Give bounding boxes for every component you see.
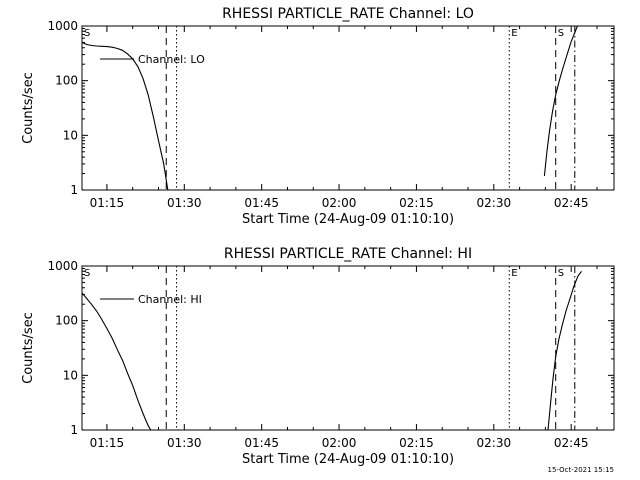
legend-label: Channel: HI <box>138 293 202 306</box>
series-line <box>81 42 169 191</box>
series-line <box>547 270 582 431</box>
x-tick-label: 02:00 <box>322 196 357 210</box>
y-tick-label: 100 <box>55 314 78 328</box>
legend-label: Channel: LO <box>138 53 205 66</box>
x-tick-label: 01:45 <box>244 436 279 450</box>
y-tick-label: 1 <box>70 183 78 197</box>
x-tick-label: 02:45 <box>554 436 589 450</box>
x-tick-label: 01:30 <box>167 436 202 450</box>
event-marker-label: S <box>558 28 564 39</box>
chart-panel-hi: RHESSI PARTICLE_RATE Channel: HI 01:15 01:… <box>21 246 615 467</box>
x-tick-label: 01:15 <box>90 436 125 450</box>
y-tick-label: 1000 <box>47 19 78 33</box>
event-marker-label: S <box>84 268 90 279</box>
y-axis-label: Counts/sec <box>21 312 36 384</box>
plot-frame <box>81 25 615 191</box>
x-tick-label: 02:15 <box>399 196 434 210</box>
x-tick-label: 02:00 <box>322 436 357 450</box>
x-axis-label: Start Time (24-Aug-09 01:10:10) <box>242 212 454 227</box>
series-line <box>543 25 578 177</box>
y-tick-label: 1000 <box>47 259 78 273</box>
x-tick-label: 01:45 <box>244 196 279 210</box>
x-tick-label: 02:15 <box>399 436 434 450</box>
footer-timestamp: 15-Oct-2021 15:15 <box>548 466 614 474</box>
event-marker-label: E <box>511 268 517 279</box>
x-tick-label: 02:30 <box>477 196 512 210</box>
x-tick-label: 02:30 <box>477 436 512 450</box>
x-tick-label: 01:15 <box>90 196 125 210</box>
plot-frame <box>81 265 615 431</box>
x-axis-label: Start Time (24-Aug-09 01:10:10) <box>242 452 454 467</box>
event-marker-label: S <box>84 28 90 39</box>
y-axis-label: Counts/sec <box>21 72 36 144</box>
chart-title: RHESSI PARTICLE_RATE Channel: LO <box>222 6 474 22</box>
event-marker-label: E <box>511 28 517 39</box>
y-tick-label: 1 <box>70 423 78 437</box>
chart-panel-lo: RHESSI PARTICLE_RATE Channel: LO 01:15 01:… <box>21 6 615 227</box>
event-marker-label: S <box>558 268 564 279</box>
x-tick-label: 02:45 <box>554 196 589 210</box>
y-tick-label: 10 <box>63 128 78 142</box>
chart-title: RHESSI PARTICLE_RATE Channel: HI <box>224 246 472 262</box>
y-tick-label: 100 <box>55 74 78 88</box>
y-tick-label: 10 <box>63 368 78 382</box>
series-line <box>81 292 152 431</box>
x-tick-label: 01:30 <box>167 196 202 210</box>
